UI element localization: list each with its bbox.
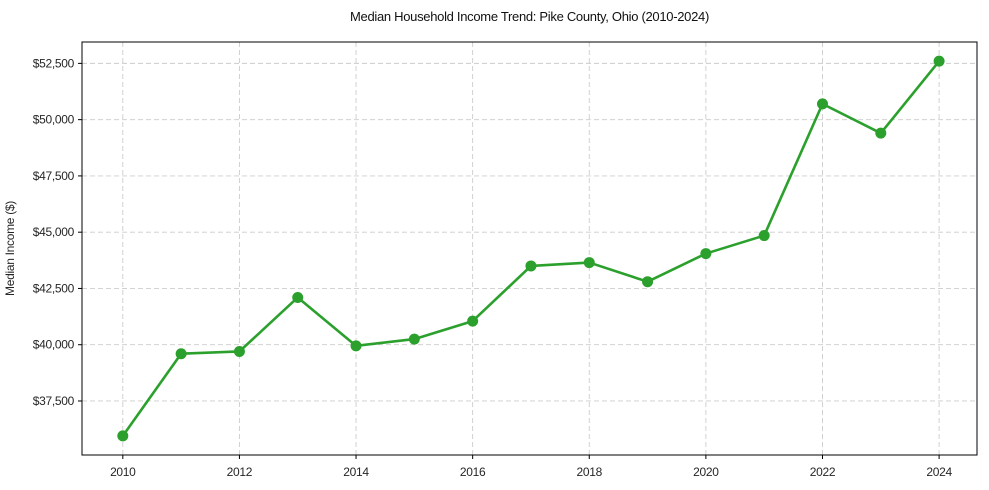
y-tick-label: $52,500: [33, 56, 75, 70]
data-point-2020: [700, 248, 712, 260]
data-point-2019: [642, 276, 654, 288]
data-point-2018: [583, 257, 595, 269]
data-point-2010: [117, 430, 129, 442]
y-tick-label: $40,000: [33, 338, 75, 352]
data-point-2011: [175, 348, 187, 360]
y-tick-label: $42,500: [33, 281, 75, 295]
plot-frame: [81, 41, 978, 456]
x-tick-label: 2018: [577, 465, 603, 479]
y-tick-label: $50,000: [33, 113, 75, 127]
data-point-2021: [758, 230, 770, 242]
y-tick-label: $37,500: [33, 394, 75, 408]
x-tick-label: 2010: [110, 465, 136, 479]
trend-line: [121, 59, 941, 438]
data-point-2022: [816, 98, 828, 110]
data-point-2017: [525, 260, 537, 272]
data-point-2024: [933, 55, 945, 67]
x-tick-label: 2014: [343, 465, 369, 479]
x-tick-label: 2022: [810, 465, 836, 479]
x-tick-label: 2024: [926, 465, 952, 479]
data-point-2023: [875, 127, 887, 139]
x-tick-label: 2020: [693, 465, 719, 479]
x-tick-label: 2012: [227, 465, 253, 479]
x-tick-label: 2016: [460, 465, 486, 479]
data-point-2014: [350, 340, 362, 352]
data-point-2015: [408, 333, 420, 345]
data-point-2012: [233, 345, 245, 357]
y-tick-label: $45,000: [33, 225, 75, 239]
y-tick-label: $47,500: [33, 169, 75, 183]
data-point-2016: [467, 315, 479, 327]
chart-title: Median Household Income Trend: Pike Coun…: [350, 9, 709, 24]
data-point-2013: [292, 291, 304, 303]
y-axis-label: Median Income ($): [3, 201, 17, 296]
